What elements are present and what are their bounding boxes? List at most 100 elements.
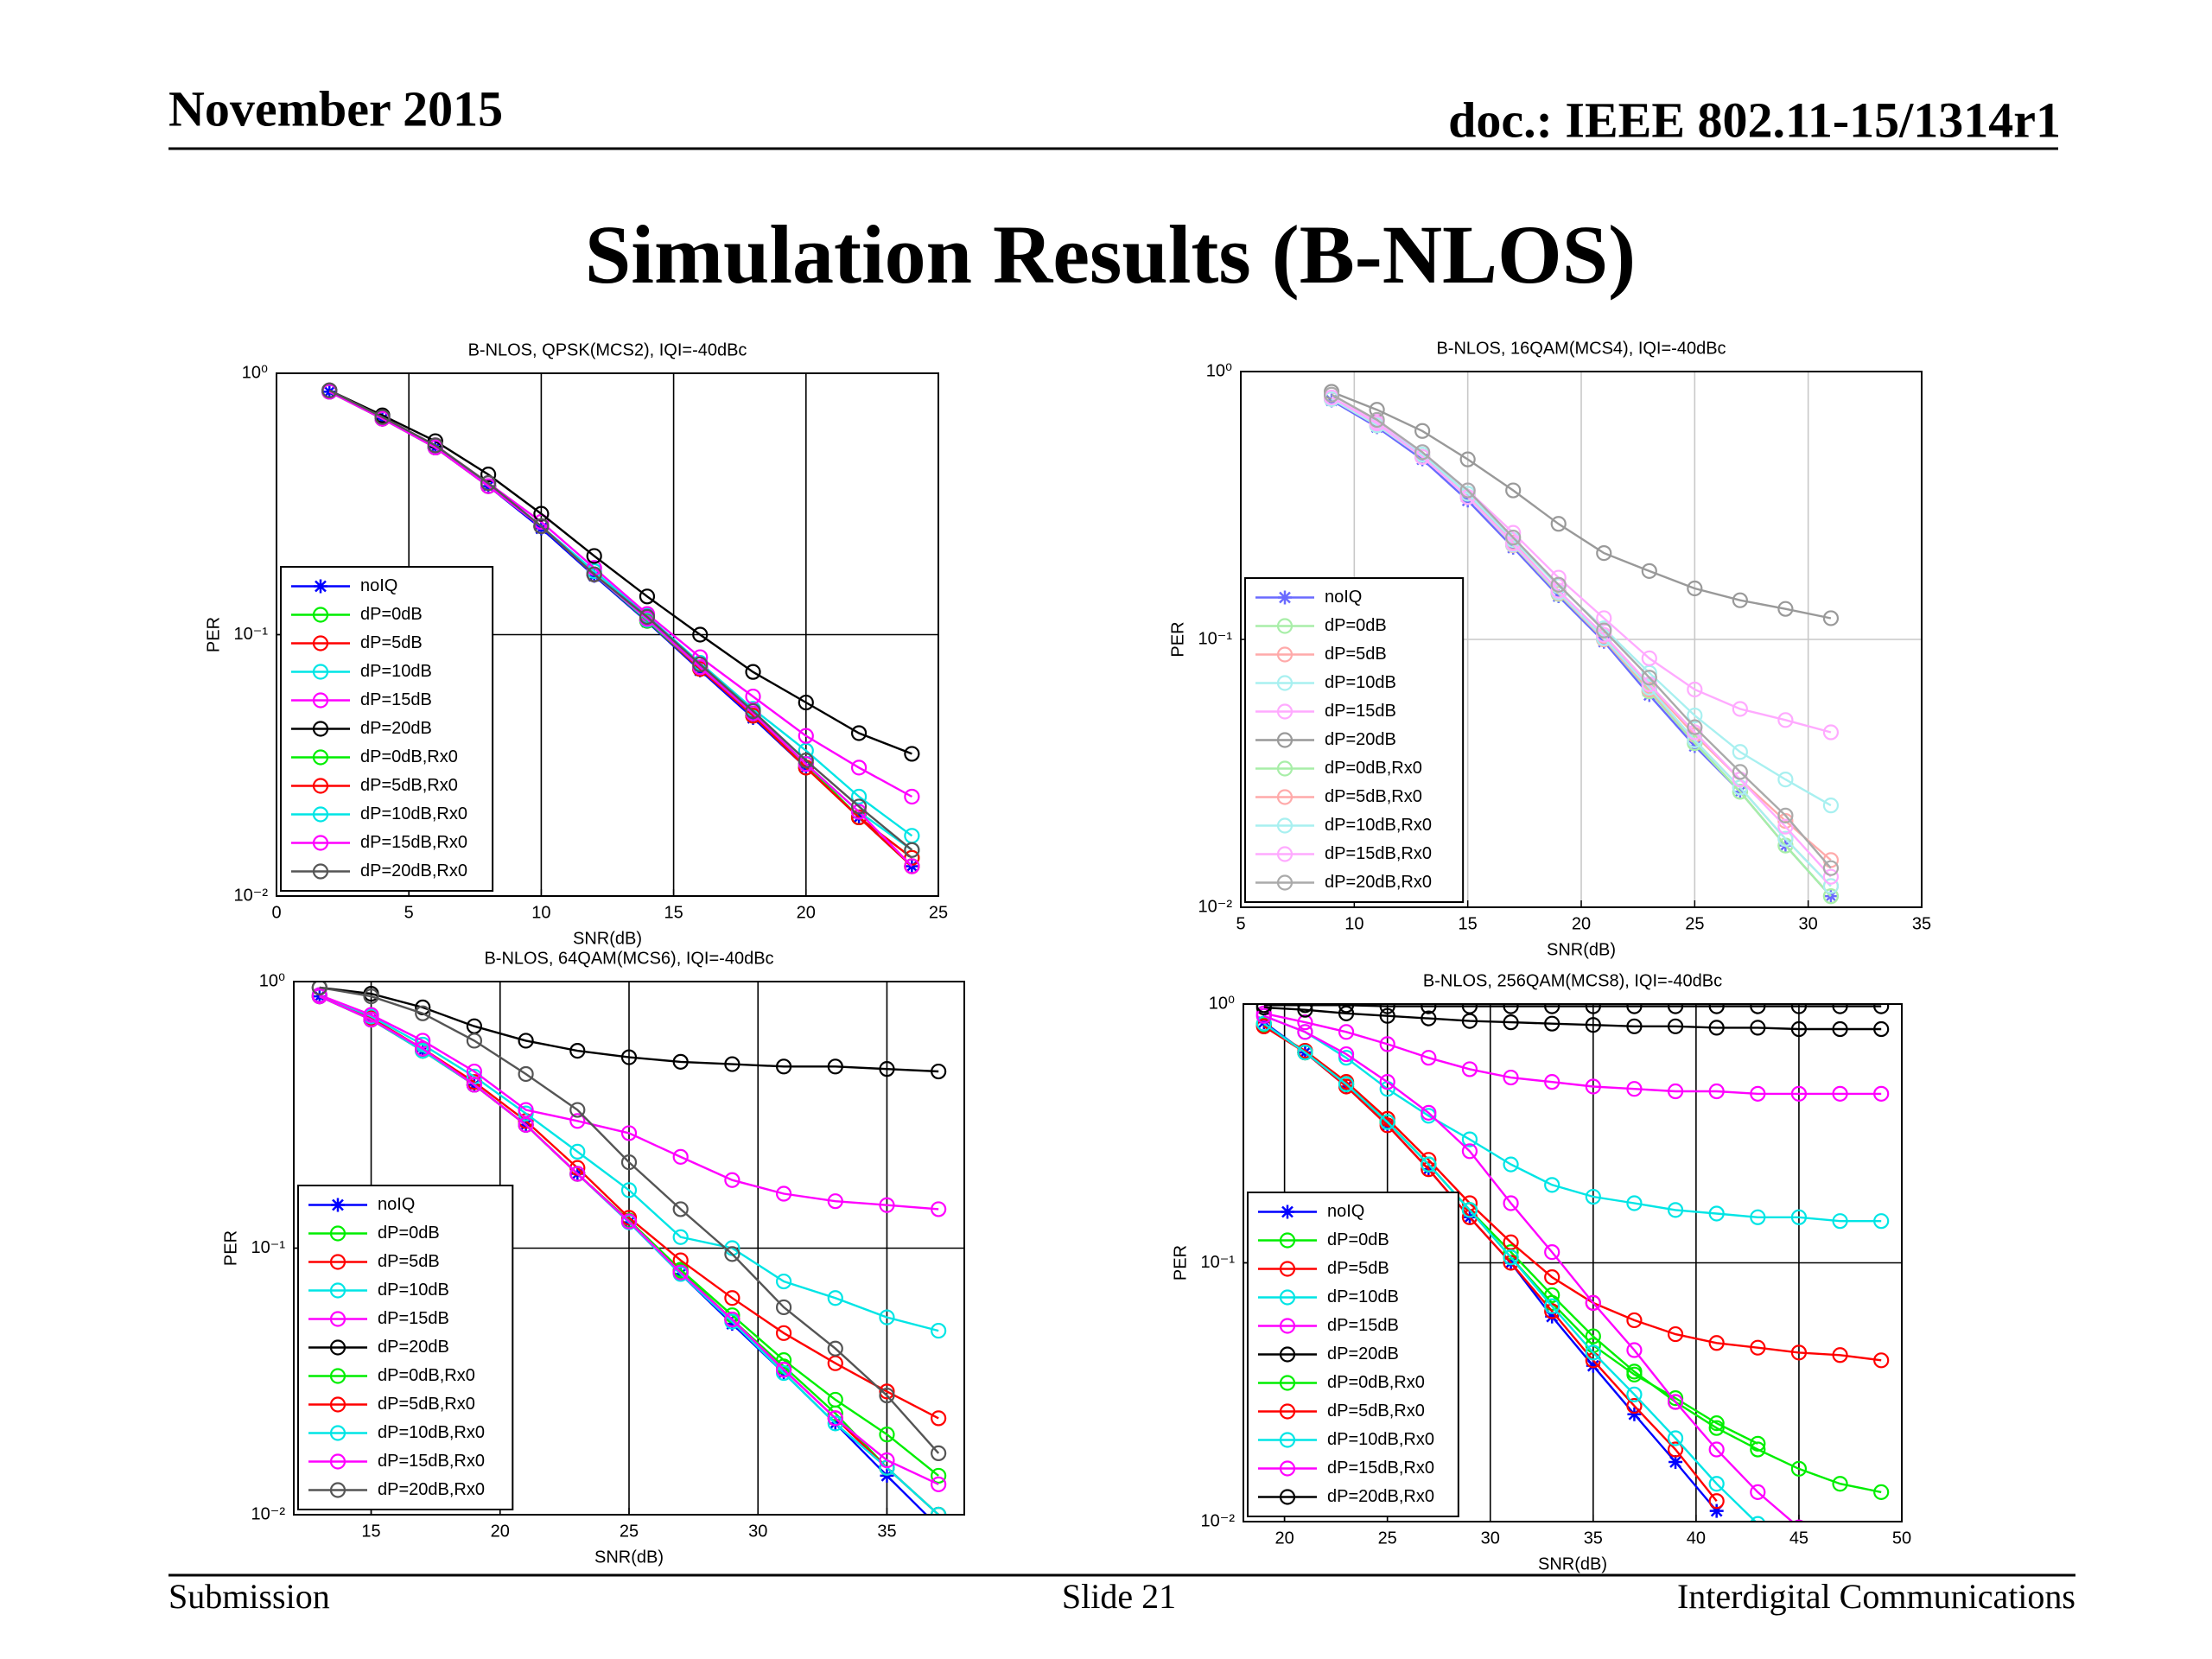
marker bbox=[1822, 724, 1840, 741]
marker bbox=[1505, 530, 1522, 546]
legend-marker bbox=[329, 1425, 346, 1441]
x-tick-label: 30 bbox=[1481, 1529, 1500, 1548]
marker bbox=[1503, 1195, 1519, 1211]
marker bbox=[879, 1452, 895, 1469]
marker bbox=[1777, 601, 1794, 617]
marker bbox=[1369, 411, 1385, 429]
marker bbox=[904, 858, 920, 874]
legend-marker bbox=[329, 1396, 346, 1413]
x-tick-label: 10 bbox=[1344, 914, 1363, 933]
marker bbox=[586, 548, 602, 564]
marker bbox=[1626, 1366, 1643, 1382]
marker bbox=[1461, 1131, 1478, 1147]
marker bbox=[850, 788, 868, 805]
marker bbox=[1667, 1325, 1684, 1343]
chart: B-NLOS, QPSK(MCS2), IQI=-40dBc SNR(dB) PER… bbox=[204, 340, 948, 948]
marker bbox=[1626, 1004, 1643, 1014]
marker bbox=[1585, 1294, 1601, 1311]
legend-marker bbox=[1276, 732, 1294, 748]
marker bbox=[827, 1340, 843, 1357]
marker bbox=[775, 1058, 792, 1075]
header-date: November 2015 bbox=[168, 80, 503, 137]
marker bbox=[415, 1005, 431, 1021]
marker bbox=[374, 409, 391, 425]
x-tick-label: 20 bbox=[491, 1522, 510, 1541]
legend-label: noIQ bbox=[1325, 588, 1362, 607]
marker bbox=[1793, 1519, 1805, 1522]
legend-label: noIQ bbox=[360, 576, 397, 595]
marker bbox=[850, 760, 868, 776]
marker bbox=[1544, 1177, 1560, 1193]
legend-marker bbox=[1279, 1403, 1296, 1420]
x-tick-label: 10 bbox=[531, 903, 550, 922]
marker bbox=[1585, 1328, 1601, 1344]
legend-label: dP=15dB,Rx0 bbox=[378, 1452, 485, 1471]
legend-marker bbox=[329, 1453, 346, 1470]
y-tick-label: 10⁻¹ bbox=[1201, 1253, 1236, 1272]
legend-label: dP=0dB,Rx0 bbox=[378, 1366, 475, 1385]
marker bbox=[1544, 1244, 1560, 1261]
legend-label: dP=0dB bbox=[1325, 616, 1387, 635]
marker bbox=[1461, 1143, 1478, 1160]
marker bbox=[620, 1182, 638, 1198]
marker bbox=[427, 437, 443, 454]
marker bbox=[1414, 444, 1431, 461]
marker bbox=[1414, 423, 1431, 439]
marker bbox=[1873, 1085, 1890, 1102]
marker bbox=[1822, 610, 1840, 626]
x-tick-label: 25 bbox=[1378, 1529, 1397, 1548]
marker bbox=[533, 518, 550, 535]
marker bbox=[363, 988, 379, 1005]
marker bbox=[1750, 1004, 1766, 1014]
marker bbox=[904, 746, 920, 762]
legend-label: dP=15dB,Rx0 bbox=[360, 833, 467, 852]
marker bbox=[321, 382, 338, 398]
marker bbox=[879, 1427, 895, 1443]
marker bbox=[1641, 670, 1657, 686]
x-tick-label: 25 bbox=[929, 903, 948, 922]
x-tick-label: 35 bbox=[877, 1522, 896, 1541]
marker bbox=[931, 1445, 947, 1462]
marker bbox=[827, 1058, 843, 1075]
marker bbox=[1503, 1244, 1519, 1261]
marker bbox=[1708, 1420, 1725, 1436]
series-line bbox=[1263, 1025, 1882, 1362]
marker bbox=[1550, 576, 1567, 593]
legend-marker bbox=[1279, 1460, 1296, 1477]
legend-marker bbox=[314, 579, 327, 594]
marker bbox=[1626, 1386, 1643, 1402]
marker bbox=[1323, 386, 1340, 403]
y-tick-label: 10⁰ bbox=[242, 363, 268, 382]
series-line bbox=[1263, 1014, 1794, 1522]
marker bbox=[569, 1113, 586, 1129]
legend-marker bbox=[1276, 846, 1294, 862]
legend-label: dP=5dB,Rx0 bbox=[378, 1395, 475, 1414]
marker bbox=[1626, 1195, 1643, 1211]
series-line bbox=[319, 995, 939, 1485]
legend-marker bbox=[1279, 1289, 1296, 1306]
marker bbox=[1822, 878, 1840, 894]
legend-label: dP=10dB,Rx0 bbox=[378, 1423, 485, 1442]
marker bbox=[1732, 744, 1748, 760]
marker bbox=[1777, 712, 1794, 728]
marker bbox=[1544, 1269, 1560, 1286]
marker bbox=[850, 798, 868, 815]
legend-label: dP=20dB bbox=[1327, 1344, 1399, 1363]
legend-label: dP=20dB,Rx0 bbox=[1325, 873, 1432, 892]
marker bbox=[672, 1201, 689, 1217]
marker bbox=[1544, 1074, 1560, 1090]
marker bbox=[1338, 1024, 1355, 1040]
marker bbox=[1627, 1407, 1642, 1421]
marker bbox=[1544, 1303, 1560, 1319]
marker bbox=[620, 1049, 638, 1065]
marker bbox=[1667, 1441, 1684, 1458]
marker bbox=[827, 1290, 843, 1306]
marker bbox=[1822, 868, 1840, 885]
x-tick-label: 25 bbox=[1685, 914, 1704, 933]
chart: B-NLOS, 16QAM(MCS4), IQI=-40dBc SNR(dB) PE… bbox=[1168, 339, 1931, 959]
legend-label: dP=10dB bbox=[1327, 1287, 1399, 1306]
legend-label: dP=5dB,Rx0 bbox=[1327, 1402, 1425, 1421]
legend-label: dP=10dB bbox=[1325, 673, 1396, 692]
legend-marker bbox=[1279, 1318, 1296, 1334]
marker bbox=[1777, 807, 1794, 823]
